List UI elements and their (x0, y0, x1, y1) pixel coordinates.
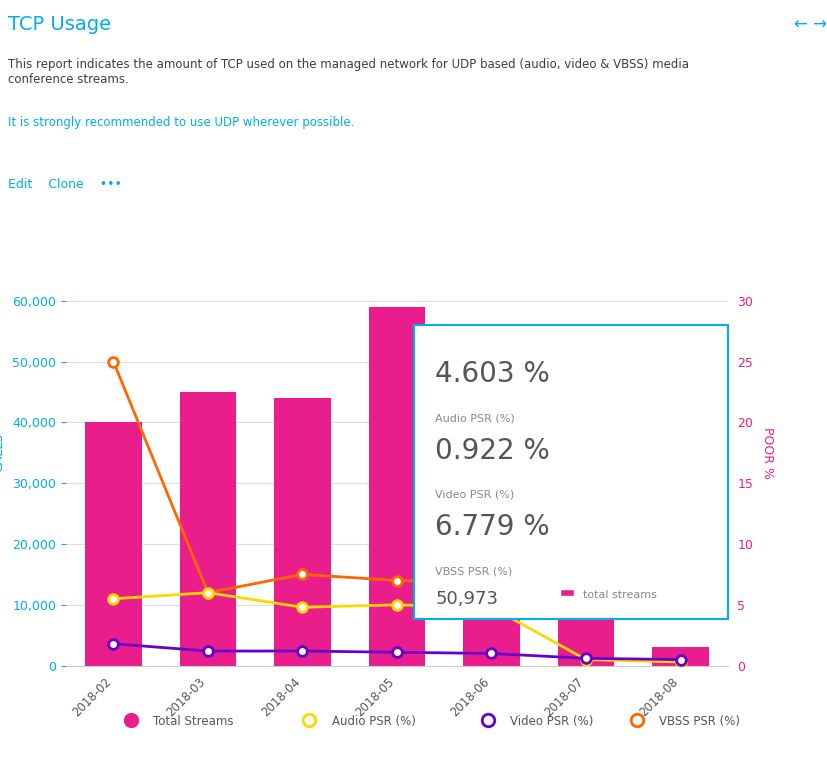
Text: 6.779 %: 6.779 % (436, 513, 550, 541)
Bar (179, 392, 237, 666)
Y-axis label: POOR %: POOR % (761, 426, 774, 479)
Text: Audio PSR (%): Audio PSR (%) (436, 413, 515, 423)
Text: This report indicates the amount of TCP used on the managed network for UDP base: This report indicates the amount of TCP … (8, 58, 689, 86)
Text: Total Streams: Total Streams (153, 715, 233, 728)
Bar (653, 647, 709, 666)
Bar (274, 398, 331, 666)
Bar (557, 331, 614, 666)
Text: Edit    Clone    •••: Edit Clone ••• (8, 178, 122, 191)
Text: 0.922 %: 0.922 % (436, 437, 550, 465)
Text: Video PSR (%): Video PSR (%) (510, 715, 594, 728)
Text: ← →: ← → (794, 15, 827, 33)
Text: Video PSR (%): Video PSR (%) (436, 490, 514, 500)
Text: 4.603 %: 4.603 % (436, 361, 550, 389)
Text: VBSS PSR (%): VBSS PSR (%) (436, 567, 513, 577)
Bar (463, 355, 520, 666)
Text: It is strongly recommended to use UDP wherever possible.: It is strongly recommended to use UDP wh… (8, 116, 358, 129)
Text: total streams: total streams (583, 590, 657, 600)
Text: TCP Usage: TCP Usage (8, 15, 112, 35)
Bar (369, 307, 425, 666)
Text: 50,973: 50,973 (436, 590, 499, 608)
Text: Audio PSR (%): Audio PSR (%) (332, 715, 415, 728)
Text: VBSS PSR (%): VBSS PSR (%) (659, 715, 740, 728)
Bar (85, 423, 141, 666)
Y-axis label: CALLS: CALLS (0, 433, 6, 472)
